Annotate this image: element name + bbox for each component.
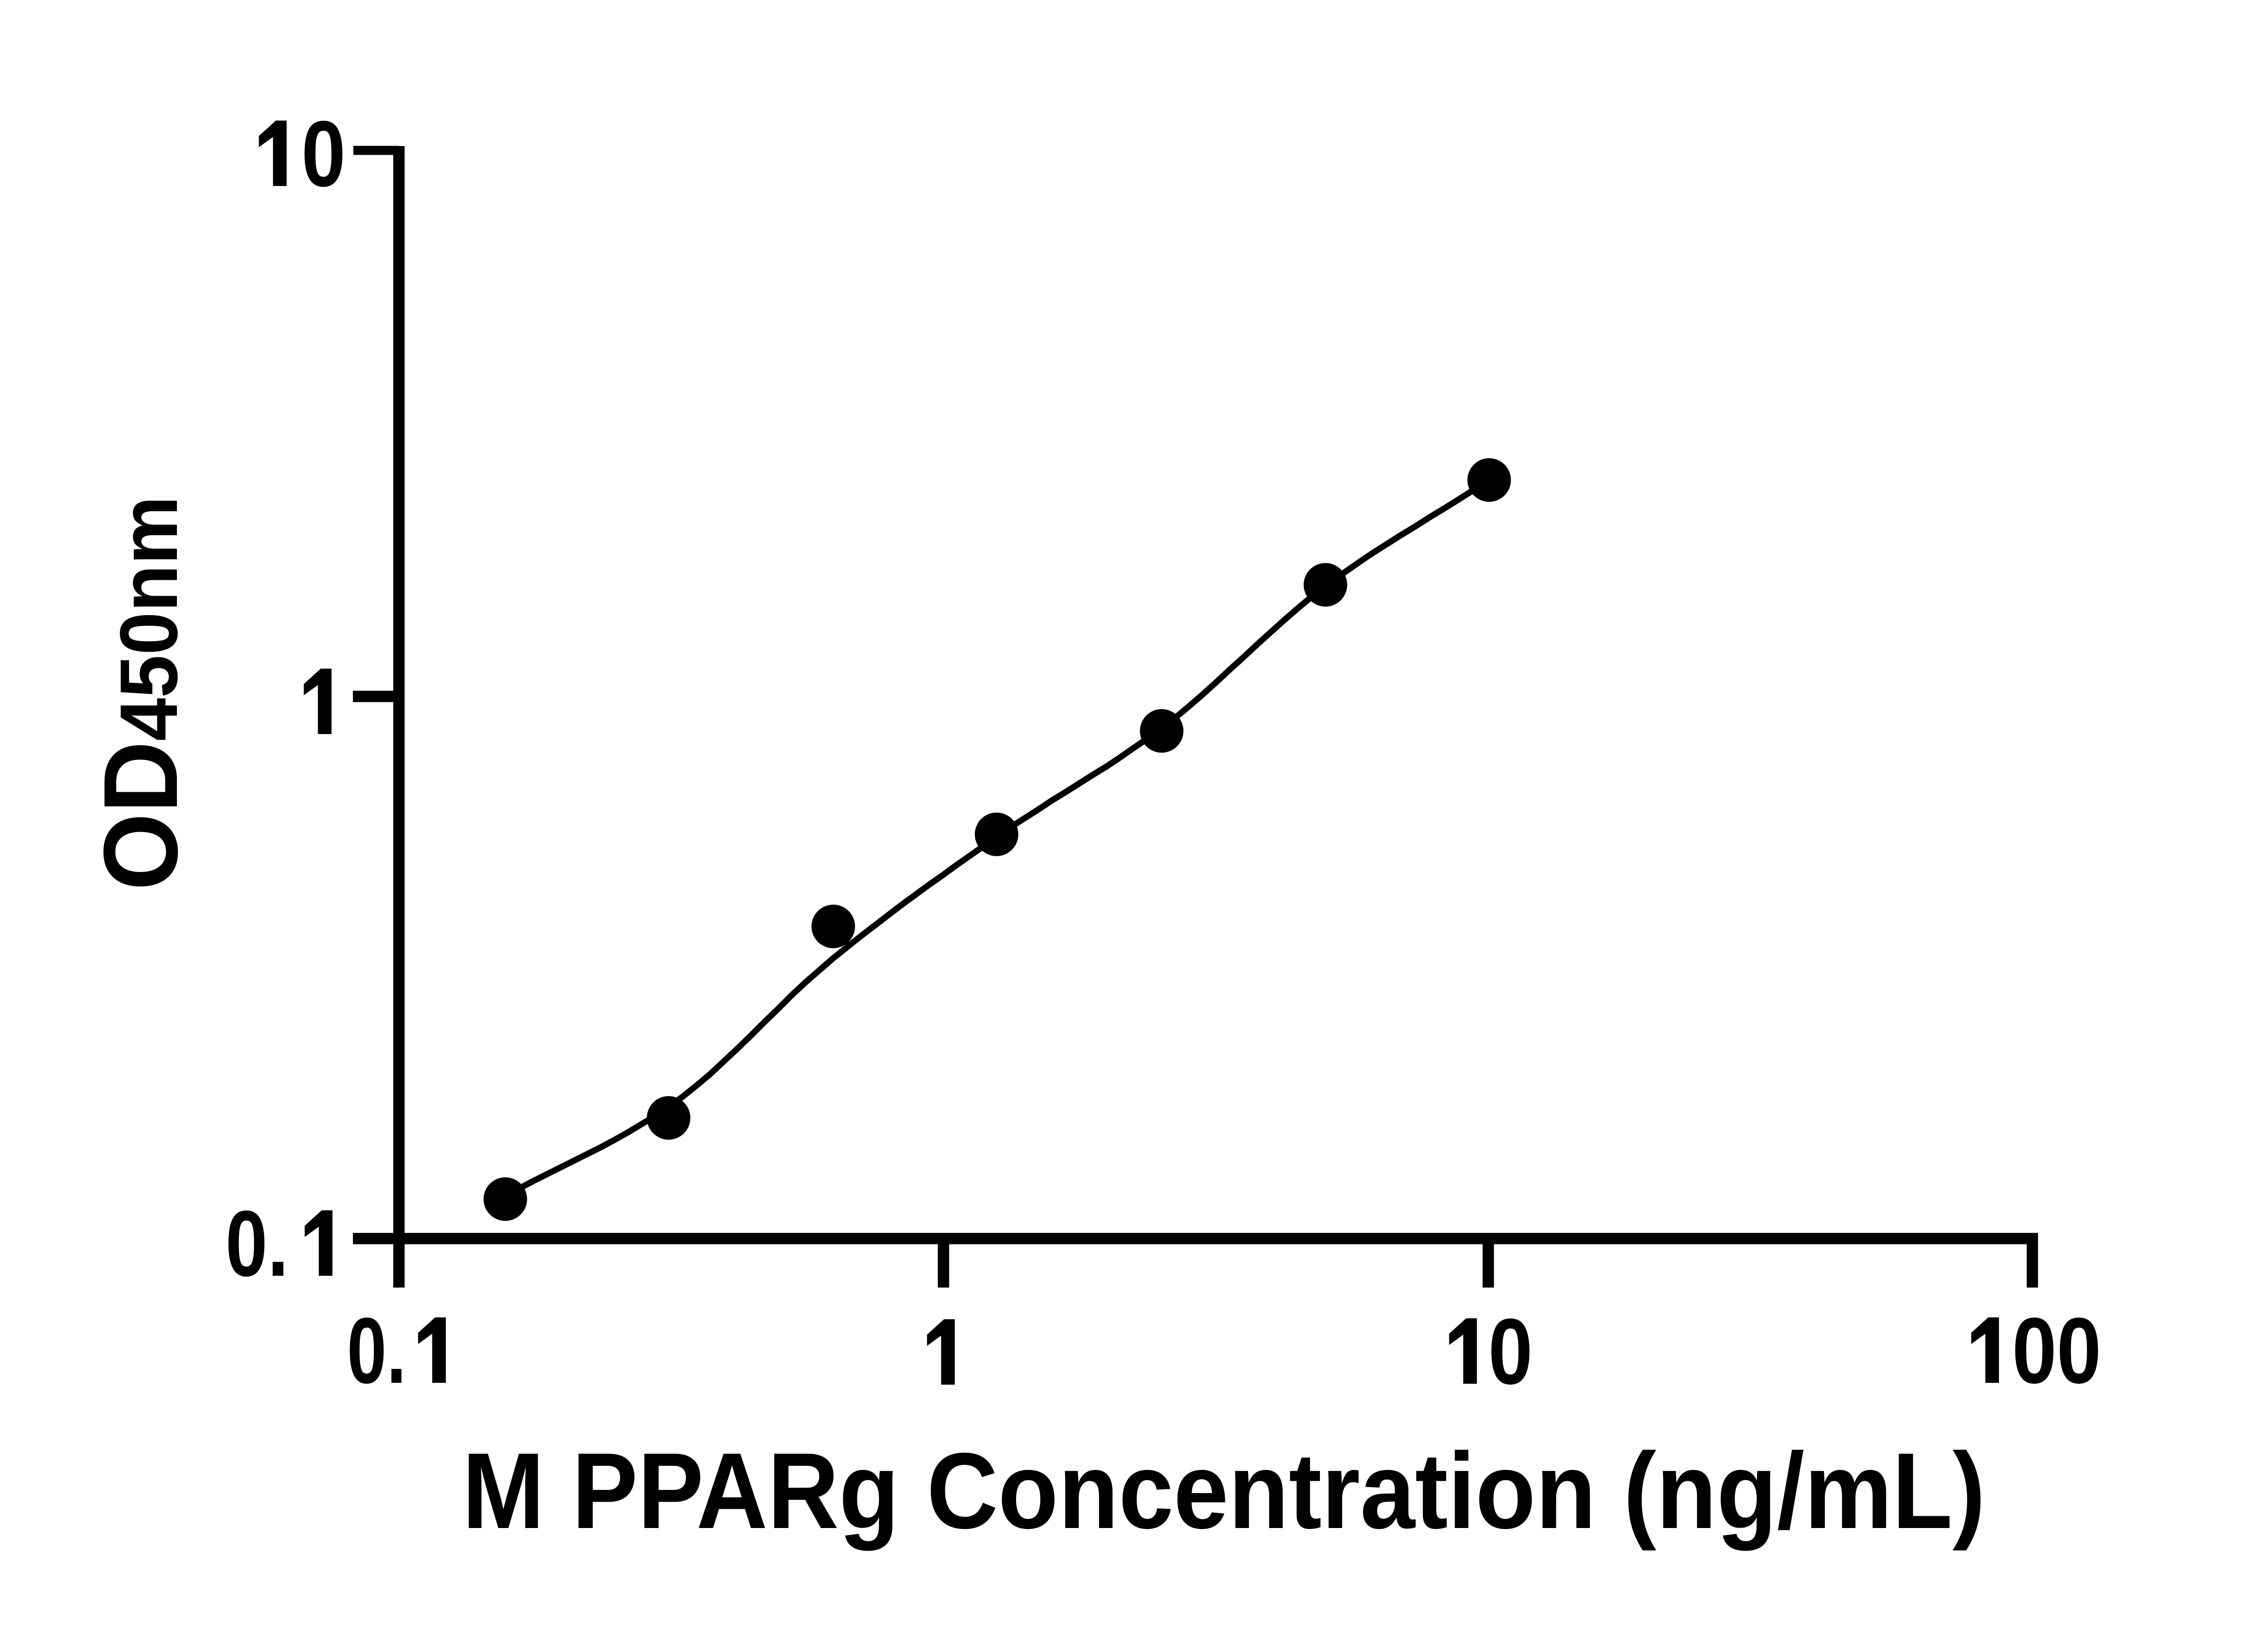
svg-text:0: 0 bbox=[1488, 1299, 1533, 1404]
svg-text:OD450nm: OD450nm bbox=[82, 496, 200, 891]
svg-text:M PPARg Concentration (ng/mL): M PPARg Concentration (ng/mL) bbox=[462, 1431, 1985, 1551]
svg-text:00: 00 bbox=[2012, 1298, 2102, 1403]
svg-text:0.: 0. bbox=[225, 1191, 288, 1296]
svg-text:0.: 0. bbox=[347, 1298, 406, 1403]
svg-text:0: 0 bbox=[302, 102, 346, 206]
